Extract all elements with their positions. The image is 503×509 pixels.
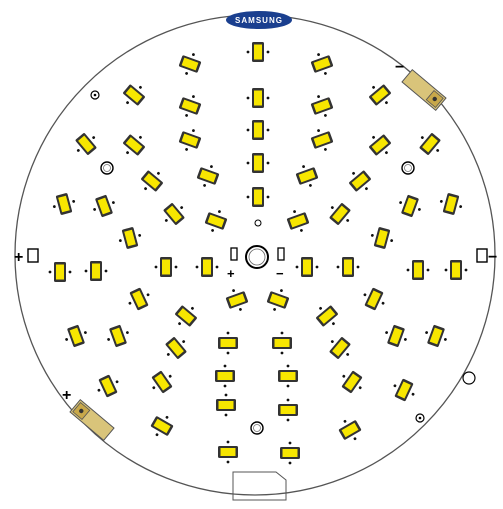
brand-logo: SAMSUNG (226, 11, 292, 29)
bottom-pad-outline (232, 471, 287, 501)
connector-top-right: − (395, 59, 447, 111)
connector-bottom-left: + (62, 387, 115, 441)
plus-sign-connector: + (62, 387, 71, 404)
led-package (444, 260, 468, 280)
led-package (154, 257, 178, 277)
led-package (393, 378, 415, 402)
center-hub: + − (227, 219, 285, 281)
led-package (218, 331, 238, 355)
pad-left (27, 248, 39, 263)
led-package (363, 287, 385, 311)
polarity-left: + (14, 248, 39, 266)
led-package (370, 227, 394, 249)
led-package (369, 134, 391, 156)
led-package (196, 165, 220, 187)
center-pad-left (230, 247, 238, 261)
led-package (369, 84, 391, 106)
led-package (349, 170, 371, 192)
led-package (246, 88, 270, 108)
led-package (178, 95, 202, 117)
led-package (52, 193, 76, 215)
led-package (266, 289, 290, 311)
led-package (97, 374, 119, 398)
led-array (48, 42, 468, 465)
led-package (246, 187, 270, 207)
led-package (280, 441, 300, 465)
led-package (406, 260, 430, 280)
led-package (48, 262, 72, 282)
led-package (118, 227, 142, 249)
minus-sign-connector: − (395, 59, 404, 76)
led-package (295, 257, 319, 277)
led-package (163, 203, 185, 225)
led-package (338, 419, 362, 441)
led-package (141, 170, 163, 192)
led-package (310, 53, 334, 75)
led-package (204, 210, 228, 232)
led-package (310, 129, 334, 151)
led-package (310, 95, 334, 117)
led-package (175, 305, 197, 327)
led-package (178, 129, 202, 151)
led-package (336, 257, 360, 277)
led-package (246, 120, 270, 140)
led-package (75, 133, 97, 155)
led-package (65, 324, 87, 348)
led-package (246, 42, 270, 62)
led-package (93, 194, 115, 218)
led-package (107, 324, 129, 348)
led-package (385, 324, 407, 348)
led-package (341, 370, 363, 394)
led-package (150, 415, 174, 437)
led-package (246, 153, 270, 173)
brand-logo-text: SAMSUNG (235, 16, 283, 25)
led-package (295, 165, 319, 187)
plus-sign-left: + (14, 249, 23, 266)
led-package (329, 337, 351, 359)
led-package (123, 134, 145, 156)
center-plus-sign: + (227, 266, 235, 281)
led-package (419, 133, 441, 155)
polarity-right: − (476, 248, 497, 266)
led-package (272, 331, 292, 355)
led-package (123, 84, 145, 106)
led-package (215, 364, 235, 388)
mounting-holes (90, 90, 476, 435)
led-package (216, 393, 236, 417)
center-pad-right (277, 247, 285, 261)
led-package (425, 324, 447, 348)
led-package (329, 203, 351, 225)
led-package (165, 337, 187, 359)
minus-sign-right: − (488, 249, 497, 266)
led-package (225, 289, 249, 311)
led-package (128, 287, 150, 311)
led-package (278, 364, 298, 388)
led-package (286, 210, 310, 232)
led-package (399, 194, 421, 218)
led-package (178, 53, 202, 75)
led-package (316, 305, 338, 327)
pad-right (476, 248, 488, 263)
led-package (278, 398, 298, 422)
led-package (195, 257, 219, 277)
led-package (218, 440, 238, 464)
led-package (151, 370, 173, 394)
center-minus-sign: − (276, 266, 284, 281)
led-package (84, 261, 108, 281)
led-package (439, 193, 463, 215)
